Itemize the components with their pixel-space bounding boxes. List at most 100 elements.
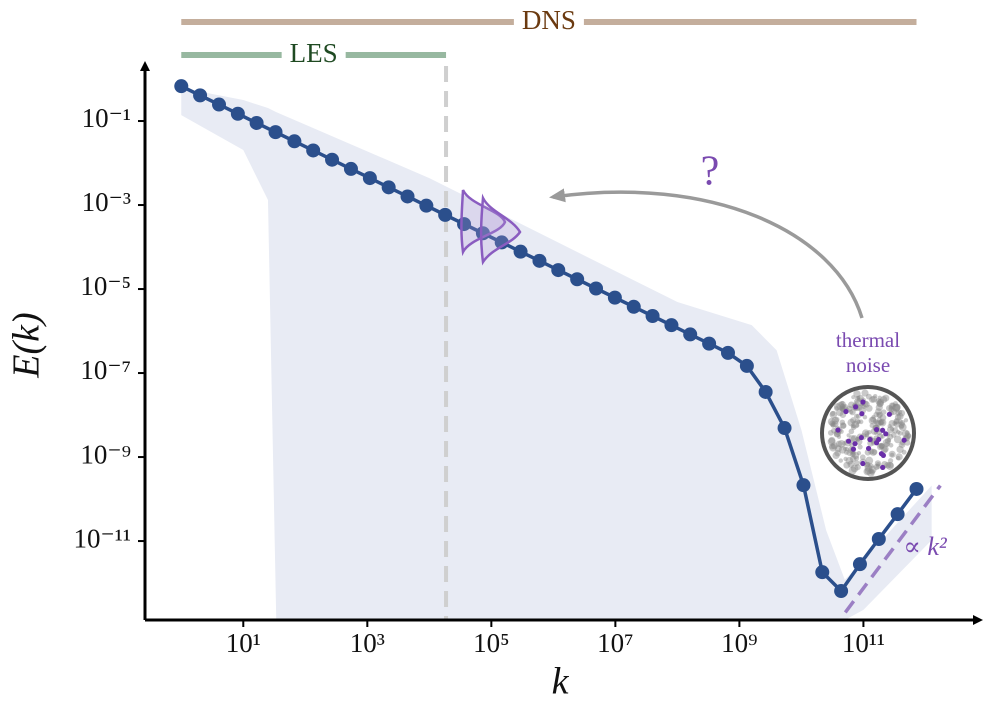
noise-dot <box>858 434 864 441</box>
noise-blob <box>875 463 881 469</box>
noise-blob <box>881 409 887 415</box>
noise-blob <box>887 458 894 464</box>
noise-blob <box>898 441 906 449</box>
noise-blob <box>890 402 895 408</box>
noise-blob <box>882 438 891 447</box>
noise-blob <box>864 464 873 472</box>
noise-blob <box>868 463 874 470</box>
noise-blob <box>878 442 885 449</box>
noise-blob <box>836 408 844 417</box>
noise-blob <box>895 453 903 461</box>
noise-blob <box>829 443 837 452</box>
noise-blob <box>854 460 860 467</box>
noise-particles <box>827 389 912 477</box>
data-point <box>249 115 264 130</box>
data-point <box>287 134 302 149</box>
y-axis-label: E(k) <box>6 312 48 378</box>
data-point <box>174 79 189 94</box>
noise-blob <box>893 435 902 444</box>
x-tick-label: 10¹¹ <box>842 628 885 658</box>
x-axis-label: k <box>552 661 570 703</box>
noise-blob <box>838 400 847 409</box>
noise-blob <box>835 440 843 448</box>
noise-blob <box>868 465 877 474</box>
noise-blob <box>896 412 904 420</box>
noise-dot <box>835 427 841 433</box>
noise-dot <box>865 445 872 452</box>
data-point <box>438 207 453 222</box>
noise-blob <box>854 413 860 419</box>
band-layer <box>181 88 932 620</box>
noise-blob <box>865 456 874 465</box>
noise-blob <box>856 397 862 403</box>
noise-blob <box>884 461 891 469</box>
noise-blob <box>888 442 894 448</box>
y-tick-label: 10⁻³ <box>82 187 131 217</box>
noise-blob <box>883 441 890 448</box>
noise-blob <box>851 395 856 400</box>
data-point <box>193 88 208 103</box>
noise-blob <box>898 421 905 429</box>
data-point <box>702 336 717 351</box>
noise-blob <box>834 406 839 411</box>
noise-blob <box>904 430 910 436</box>
noise-blob <box>849 409 854 415</box>
noise-label: thermal <box>836 328 900 352</box>
noise-blob <box>888 405 893 411</box>
noise-blob <box>874 460 882 467</box>
data-point <box>551 263 566 278</box>
noise-blob <box>875 403 883 411</box>
noise-dot <box>843 408 849 415</box>
noise-blob <box>878 442 885 450</box>
noise-blob <box>846 449 853 456</box>
reference-line <box>843 484 942 614</box>
y-tick-label: 10⁻¹¹ <box>74 523 131 553</box>
noise-blob <box>887 424 892 429</box>
data-point <box>494 235 509 250</box>
data-point <box>720 345 735 360</box>
noise-blob <box>892 401 898 407</box>
y-tick-label: 10⁻¹ <box>82 103 131 133</box>
noise-blob <box>898 419 903 425</box>
noise-blob <box>870 395 878 403</box>
noise-blob <box>834 445 842 453</box>
noise-blob <box>863 467 871 476</box>
data-point <box>419 198 434 213</box>
data-point <box>626 299 641 314</box>
data-point <box>852 557 867 572</box>
noise-blob <box>873 411 879 418</box>
data-line <box>180 84 918 594</box>
noise-blob <box>830 411 836 417</box>
noise-blob <box>876 400 884 408</box>
noise-blob <box>843 461 851 469</box>
data-point <box>909 481 924 496</box>
noise-blob <box>890 408 898 415</box>
data-point <box>607 290 622 305</box>
noise-blob <box>894 413 902 421</box>
noise-blob <box>856 419 861 424</box>
noise-blob <box>842 403 849 411</box>
noise-blob <box>868 396 876 403</box>
noise-blob <box>831 416 839 425</box>
noise-blob <box>834 416 840 423</box>
noise-blob <box>897 409 903 415</box>
noise-blob <box>899 420 906 426</box>
noise-blob <box>830 422 836 428</box>
noise-blob <box>863 462 871 469</box>
noise-blob <box>850 424 857 431</box>
noise-blob <box>876 443 884 451</box>
noise-blob <box>892 427 899 434</box>
data-point <box>815 565 830 580</box>
noise-blob <box>901 429 910 438</box>
noise-blob <box>829 420 836 427</box>
noise-blob <box>887 426 894 434</box>
curved-arrow <box>549 188 864 319</box>
data-point <box>343 161 358 176</box>
noise-blob <box>849 451 856 458</box>
noise-blob <box>839 419 846 426</box>
noise-blob <box>895 429 901 435</box>
noise-blob <box>886 404 893 412</box>
y-tick-label: 10⁻⁹ <box>80 439 131 469</box>
noise-blob <box>832 420 839 428</box>
